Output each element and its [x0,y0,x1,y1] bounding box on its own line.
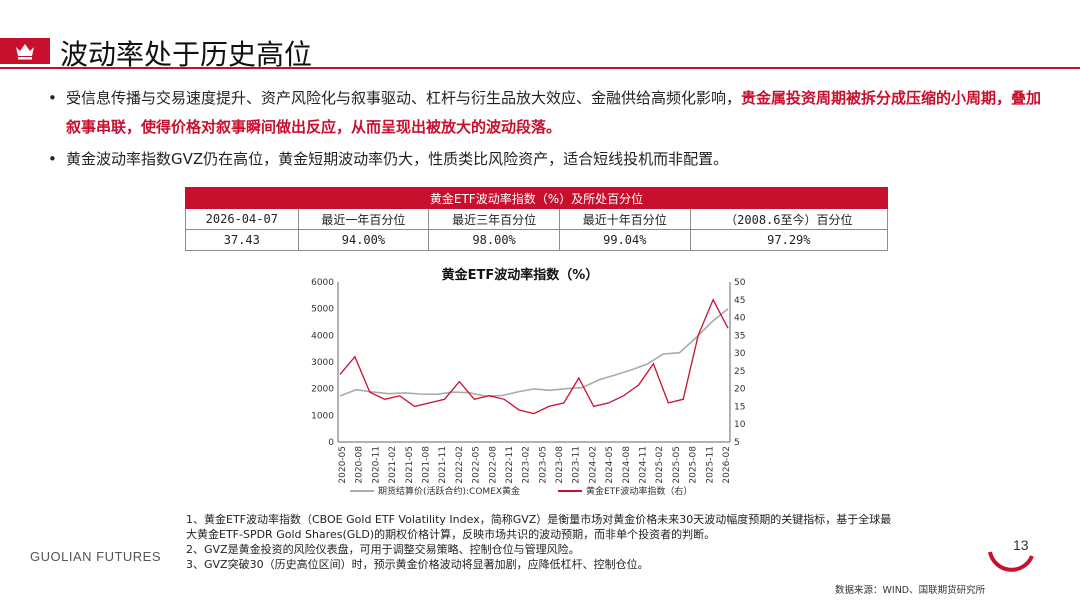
page-title: 波动率处于历史高位 [60,38,313,71]
crown-icon [16,44,34,60]
x-tick-label: 2020-08 [355,446,365,484]
page-number: 13 [1013,537,1029,553]
table-cell-1y: 94.00% [297,229,430,251]
y-left-tick-label: 5000 [311,305,334,315]
y-right-tick-label: 20 [734,385,746,395]
y-right-tick-label: 30 [734,349,746,359]
y-left-tick-label: 3000 [311,358,334,368]
brand-logo-text: GUOLIAN FUTURES [30,549,162,564]
table-cell-10y: 99.04% [558,229,691,251]
y-left-tick-label: 2000 [311,385,334,395]
bullet-2-text: 黄金波动率指数GVZ仍在高位，黄金短期波动率仍大，性质类比风险资产，适合短线投机… [66,150,729,168]
table-header-date: 2026-04-07 [185,208,299,230]
x-tick-label: 2026-02 [722,446,732,484]
x-tick-label: 2021-02 [388,446,398,484]
y-right-tick-label: 40 [734,314,746,324]
chart-title: 黄金ETF波动率指数（%） [441,268,599,283]
y-left-tick-label: 0 [328,438,334,448]
x-tick-label: 2024-02 [588,446,598,484]
table-header-10y: 最近十年百分位 [558,208,691,230]
y-left-tick-label: 1000 [311,411,334,421]
legend-label-comex-gold: 期货结算价(活跃合约):COMEX黄金 [378,485,520,497]
table-title: 黄金ETF波动率指数（%）及所处百分位 [185,187,888,209]
y-right-tick-label: 45 [734,296,745,306]
x-tick-label: 2022-11 [505,446,515,484]
bullet-1-highlight: 贵金属投资周期被拆分成压缩的小周期，叠加叙事串联，使得价格对叙事瞬间做出反应，从… [66,89,1042,136]
x-tick-label: 2024-11 [639,446,649,484]
x-tick-label: 2022-08 [488,446,498,484]
x-tick-label: 2021-11 [438,446,448,484]
y-right-tick-label: 50 [734,278,746,288]
legend-label-gvz: 黄金ETF波动率指数（右） [586,485,692,497]
x-tick-label: 2022-05 [472,446,482,484]
y-right-tick-label: 10 [734,420,746,430]
header-divider [0,67,1080,69]
footnote-1: 1、黄金ETF波动率指数（CBOE Gold ETF Volatility In… [186,513,892,541]
y-right-tick-label: 35 [734,331,745,341]
x-tick-label: 2025-02 [655,446,665,484]
table-header-1y: 最近一年百分位 [297,208,430,230]
x-tick-label: 2023-08 [555,446,565,484]
y-right-tick-label: 15 [734,402,745,412]
x-tick-label: 2021-05 [405,446,415,484]
bullet-1-text: 受信息传播与交易速度提升、资产风险化与叙事驱动、杠杆与衍生品放大效应、金融供给高… [66,89,742,107]
y-left-tick-label: 4000 [311,331,334,341]
x-tick-label: 2025-05 [672,446,682,484]
x-tick-label: 2023-02 [522,446,532,484]
y-right-tick-label: 25 [734,367,745,377]
table-header-since-2008: （2008.6至今）百分位 [689,208,889,230]
x-tick-label: 2020-05 [338,446,348,484]
bullet-1: • 受信息传播与交易速度提升、资产风险化与叙事驱动、杠杆与衍生品放大效应、金融供… [48,84,1056,142]
bullet-dot: • [48,150,57,168]
x-tick-label: 2024-08 [622,446,632,484]
header-accent-box [0,38,50,64]
footnote-3: 3、GVZ突破30（历史高位区间）时，预示黄金价格波动将显著加剧，应降低杠杆、控… [186,558,649,571]
x-tick-label: 2025-08 [689,446,699,484]
page-arc-decoration [988,551,1034,572]
bullet-dot: • [48,89,57,107]
bullet-2: • 黄金波动率指数GVZ仍在高位，黄金短期波动率仍大，性质类比风险资产，适合短线… [48,145,1056,174]
x-tick-label: 2022-02 [455,446,465,484]
gvz-chart: 0 1000 2000 3000 4000 5000 6000 5 10 15 20 25 30 35 40… [311,278,746,497]
footnotes: 1、黄金ETF波动率指数（CBOE Gold ETF Volatility In… [186,512,898,572]
data-source: 数据来源：WIND、国联期货研究所 [835,585,986,596]
footnote-2: 2、GVZ是黄金投资的风险仪表盘，可用于调整交易策略、控制仓位与管理风险。 [186,543,580,556]
x-tick-label: 2023-05 [538,446,548,484]
x-tick-label: 2023-11 [572,446,582,484]
x-tick-label: 2021-08 [421,446,431,484]
x-tick-label: 2020-11 [371,446,381,484]
x-tick-label: 2025-11 [705,446,715,484]
table-cell-since-2008: 97.29% [689,229,889,251]
series-line-gvz [339,298,729,415]
y-left-tick-label: 6000 [311,278,334,288]
table-header-3y: 最近三年百分位 [428,208,560,230]
table-cell-value: 37.43 [185,229,299,251]
table-cell-3y: 98.00% [428,229,560,251]
x-tick-label: 2024-05 [605,446,615,484]
y-right-tick-label: 5 [734,438,740,448]
series-line-comex-gold [339,308,729,397]
volatility-percentile-table: 黄金ETF波动率指数（%）及所处百分位 2026-04-07 最近一年百分位 最… [185,187,889,251]
